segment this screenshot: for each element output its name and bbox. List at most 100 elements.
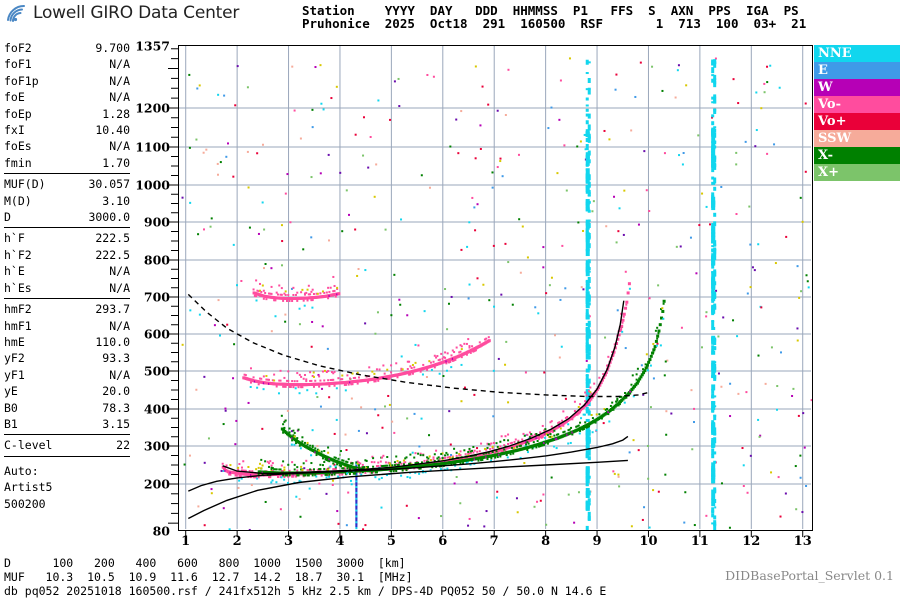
echo-pixel [609,404,612,407]
autoscaler-line: Artist5 [4,480,53,495]
echo-pixel [296,380,299,383]
echo-pixel [746,491,749,494]
echo-pixel [504,435,507,438]
echo-pixel [705,315,708,318]
echo-pixel [544,436,547,439]
echo-pixel [384,228,387,231]
echo-pixel [536,439,539,442]
echo-pixel [630,387,634,391]
legend-item-ssw[interactable]: SSW [814,130,900,147]
ionogram-plot[interactable] [178,45,813,531]
echo-pixel [393,80,396,83]
echo-pixel [648,297,651,300]
echo-pixel [753,269,756,272]
echo-pixel [709,223,712,226]
echo-pixel [388,377,391,380]
echo-pixel [316,292,319,295]
echo-pixel [504,114,507,117]
echo-pixel [283,385,286,388]
echo-pixel [249,385,252,388]
echo-pixel [336,510,339,513]
echo-pixel [286,481,289,484]
echo-pixel [337,292,341,296]
echo-pixel [275,385,278,388]
echo-pixel [312,292,315,295]
echo-pixel [535,432,538,435]
echo-pixel [269,476,272,479]
echo-pixel [711,121,715,126]
echo-pixel [267,378,270,381]
echo-pixel [587,352,591,356]
echo-pixel [797,414,800,417]
echo-pixel [234,474,237,477]
echo-pixel [270,466,273,469]
echo-pixel [522,432,525,435]
echo-pixel [585,347,589,354]
brand-title: Lowell GIRO Data Center [33,3,240,23]
echo-pixel [534,306,537,309]
echo-pixel [333,473,336,476]
echo-pixel [418,445,421,448]
echo-pixel [422,454,425,457]
echo-pixel [270,469,273,472]
echo-pixel [406,360,409,363]
legend-item-x[interactable]: X+ [814,164,900,181]
echo-pixel [330,378,333,381]
brand-logo[interactable]: Lowell GIRO Data Center [6,3,239,23]
echo-pixel [648,210,651,213]
echo-pixel [311,446,314,449]
echo-pixel [607,413,610,416]
echo-pixel [341,467,344,470]
echo-pixel [288,431,291,434]
echo-pixel [261,143,264,146]
station-columns: Station YYYY DAY DDD HHMMSS P1 FFS S AXN… [302,3,799,18]
legend-item-vo[interactable]: Vo+ [814,113,900,130]
echo-pixel [576,425,579,428]
echo-pixel [585,418,590,422]
echo-pixel [587,77,591,83]
echo-pixel [267,476,270,479]
echo-pixel [713,99,717,104]
echo-pixel [327,153,330,156]
echo-pixel [742,464,745,467]
echo-pixel [289,221,292,224]
param-value: 78.3 [102,400,130,415]
legend-item-e[interactable]: E [814,62,900,79]
echo-pixel [607,411,610,414]
echo-pixel [273,468,276,471]
muf-distance-table: D 100 200 400 600 800 1000 1500 3000 [km… [4,556,413,584]
echo-pixel [795,508,798,511]
param-value: 10.40 [95,123,130,138]
echo-pixel [298,307,301,310]
echo-pixel [374,408,377,411]
echo-pixel [585,443,590,449]
echo-pixel [220,469,223,472]
echo-pixel [713,74,717,80]
echo-pixel [414,361,417,364]
legend-item-w[interactable]: W [814,79,900,96]
echo-pixel [300,468,303,471]
echo-pixel [283,292,286,295]
echo-pixel [615,400,618,403]
echo-pixel [711,281,716,286]
echo-pixel [270,330,273,333]
echo-pixel [679,245,682,248]
echo-pixel [455,346,458,349]
echo-pixel [203,524,206,527]
echo-pixel [435,356,438,359]
legend-item-vo[interactable]: Vo- [814,96,900,113]
echo-pixel [446,456,449,459]
echo-pixel [613,472,616,475]
echo-pixel [354,228,357,231]
echo-pixel [311,320,314,323]
echo-pixel [331,479,334,482]
legend-item-nne[interactable]: NNE [814,45,900,62]
echo-pixel [467,454,470,457]
echo-pixel [547,127,550,130]
echo-pixel [327,474,330,477]
echo-pixel [282,474,285,477]
echo-pixel [336,287,339,290]
echo-pixel [196,87,199,90]
echo-pixel [418,472,421,475]
legend-item-x[interactable]: X- [814,147,900,164]
